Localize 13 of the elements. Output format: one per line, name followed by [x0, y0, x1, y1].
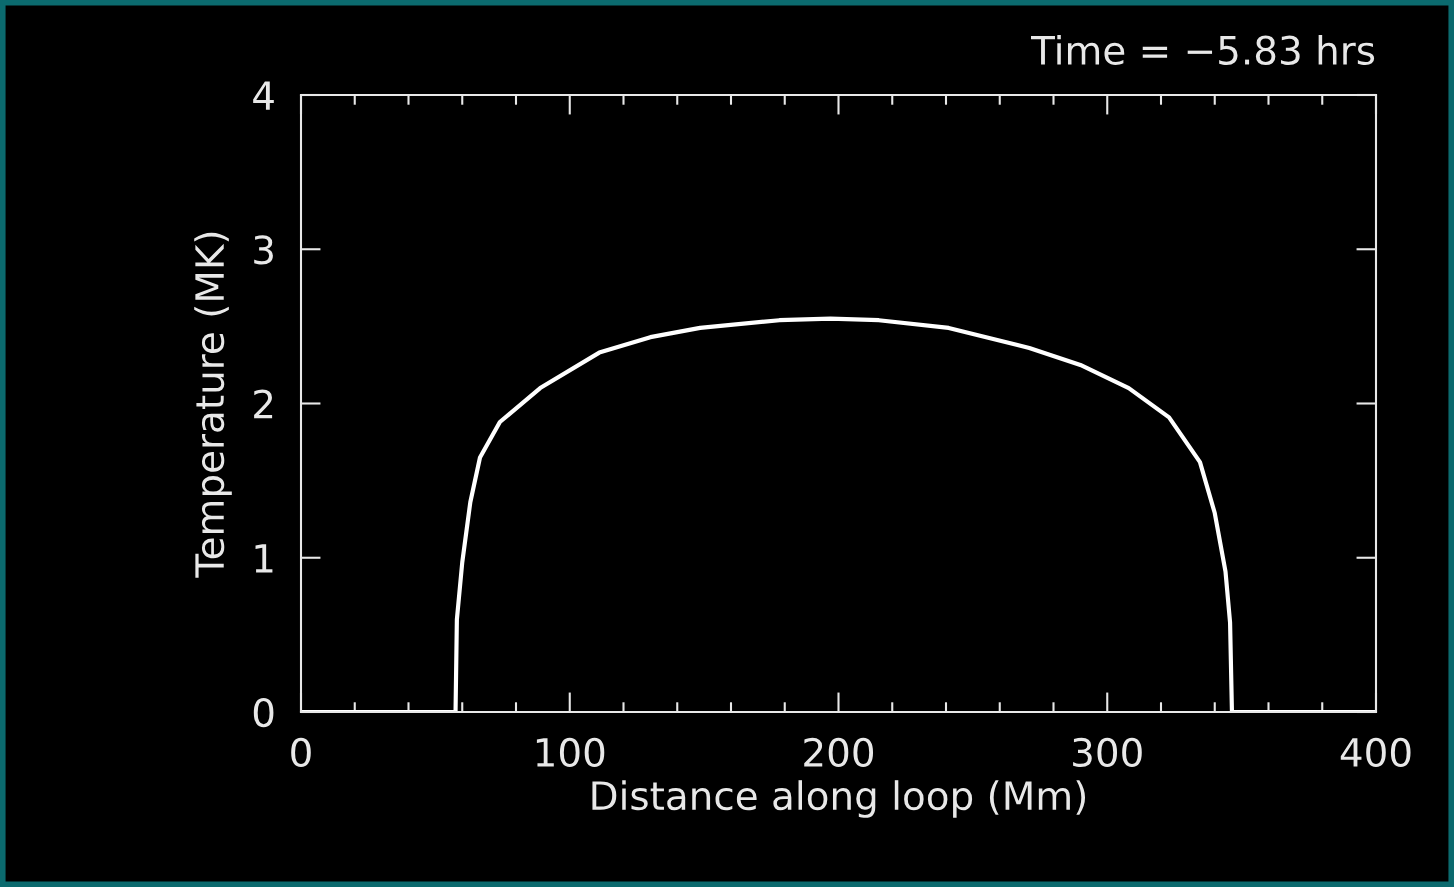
x-axis-title: Distance along loop (Mm): [592, 780, 1086, 818]
y-tick-label: 2: [254, 389, 273, 419]
y-tick-label: 0: [253, 697, 274, 728]
y-tick-label: 1: [255, 544, 273, 573]
x-tick-label: 100: [536, 737, 605, 768]
y-tick-label: 4: [253, 81, 274, 110]
x-tick-label: 300: [1073, 737, 1142, 768]
x-tick-label: 200: [804, 737, 874, 768]
chart-title: Time = −5.83 hrs: [1031, 34, 1375, 65]
x-tick-label: 0: [291, 737, 311, 768]
y-tick-label: 3: [254, 235, 273, 265]
y-axis-title: Temperature (MK): [194, 232, 232, 578]
x-tick-label: 400: [1340, 737, 1411, 768]
